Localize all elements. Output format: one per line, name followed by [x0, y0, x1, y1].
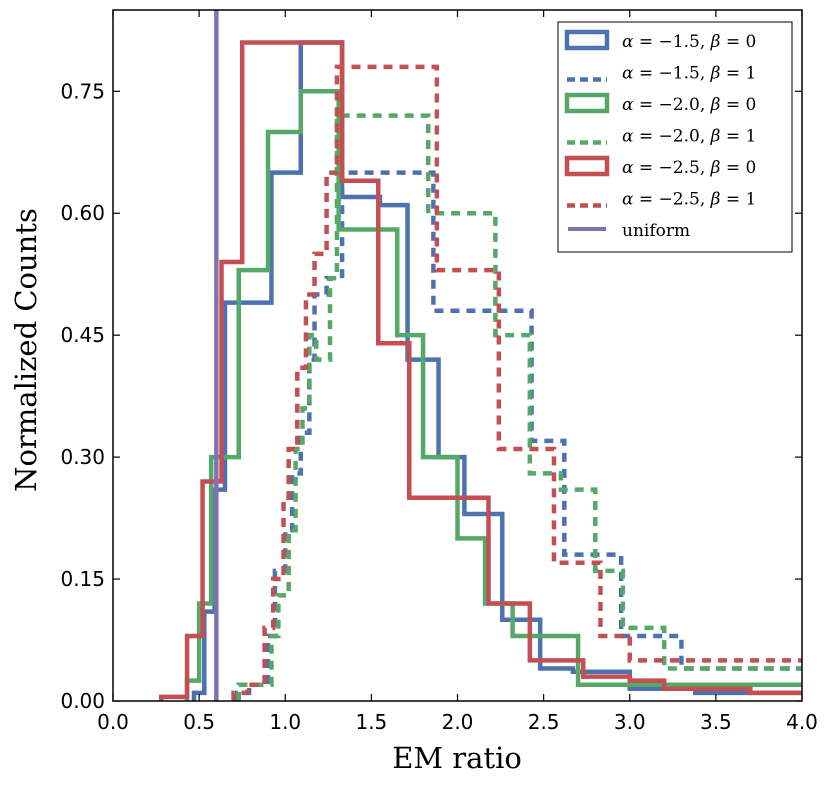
- y-tick-label: 0.45: [60, 323, 105, 347]
- legend-swatch: [564, 155, 610, 177]
- legend-swatch: [564, 92, 610, 114]
- legend-label: uniform: [622, 221, 690, 241]
- x-tick-label: 3.5: [700, 710, 732, 734]
- legend-swatch: [564, 29, 610, 51]
- x-axis-title: EM ratio: [392, 741, 522, 775]
- y-tick-label: 0.60: [60, 201, 105, 225]
- x-tick-label: 1.5: [355, 710, 387, 734]
- legend-label: α = −2.0, β = 1: [622, 127, 756, 147]
- legend-entry: α = −1.5, β = 0: [564, 29, 756, 52]
- y-axis-title: Normalized Counts: [9, 208, 43, 492]
- histogram-series-6: [231, 64, 802, 701]
- legend-entry: α = −2.5, β = 0: [564, 155, 756, 178]
- legend-entry: uniform: [568, 221, 690, 241]
- legend-label: α = −1.5, β = 0: [622, 32, 756, 52]
- y-tick-label: 0.15: [60, 567, 105, 591]
- legend-label: α = −1.5, β = 1: [622, 64, 756, 84]
- x-tick-label: 0.0: [97, 710, 129, 734]
- x-tick-label: 2.5: [528, 710, 560, 734]
- x-tick-label: 2.0: [442, 710, 474, 734]
- legend-entry: α = −1.5, β = 1: [567, 64, 756, 84]
- legend-label: α = −2.5, β = 0: [622, 158, 756, 178]
- legend-label: α = −2.0, β = 0: [622, 95, 756, 115]
- y-tick-label: 0.30: [60, 445, 105, 469]
- legend-label: α = −2.5, β = 1: [622, 190, 756, 210]
- legend-entry: α = −2.0, β = 0: [564, 92, 756, 115]
- ticks-layer: 0.0 0.5 1.0 1.5 2.0 2.5 3.0 3.5 4.0 0.00 0.15 0.30 0…: [60, 10, 818, 734]
- x-tick-label: 1.0: [269, 710, 301, 734]
- legend-entry: α = −2.0, β = 1: [567, 127, 756, 147]
- legend-entry: α = −2.5, β = 1: [567, 190, 756, 210]
- legend-box: [557, 21, 793, 253]
- histogram-series-4: [236, 113, 802, 701]
- legend: α = −1.5, β = 0 α = −1.5, β = 1 α = −2.0, …: [557, 21, 793, 253]
- x-tick-label: 3.0: [614, 710, 646, 734]
- x-tick-label: 4.0: [786, 710, 818, 734]
- y-tick-label: 0.00: [60, 689, 105, 713]
- series-layer: [158, 10, 802, 701]
- x-tick-label: 0.5: [183, 710, 215, 734]
- y-tick-label: 0.75: [60, 79, 105, 103]
- histogram-series-5: [158, 40, 802, 701]
